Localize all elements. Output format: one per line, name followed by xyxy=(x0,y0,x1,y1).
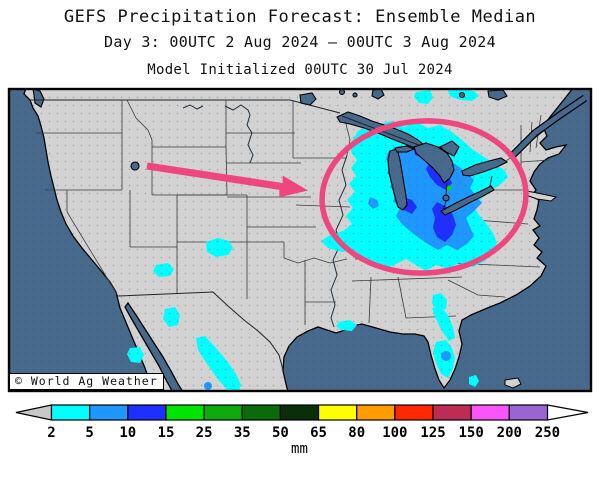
colorbar-tick-200: 200 xyxy=(497,425,522,441)
colorbar-tick-65: 65 xyxy=(310,425,327,441)
colorbar-tick-125: 125 xyxy=(420,425,445,441)
colorbar-segment-15 xyxy=(165,404,205,421)
colorbar-tick-80: 80 xyxy=(348,425,365,441)
colorbar-tick-10: 10 xyxy=(119,425,136,441)
colorbar-segment-35 xyxy=(241,404,282,421)
colorbar-tick-50: 50 xyxy=(272,425,289,441)
model-init-time: Model Initialized 00UTC 30 Jul 2024 xyxy=(147,62,453,78)
colorbar-tick-150: 150 xyxy=(459,425,484,441)
colorbar-segment-65 xyxy=(317,404,358,421)
colorbar-right-arrow xyxy=(546,404,589,421)
colorbar-segment-5 xyxy=(89,404,129,421)
colorbar-segment-80 xyxy=(356,404,396,421)
colorbar-segment-10 xyxy=(127,404,167,421)
valid-period: Day 3: 00UTC 2 Aug 2024 — 00UTC 3 Aug 20… xyxy=(104,33,496,51)
colorbar-tick-35: 35 xyxy=(234,425,251,441)
page-title: GEFS Precipitation Forecast: Ensemble Me… xyxy=(63,7,537,27)
map-frame xyxy=(7,87,593,393)
colorbar-segment-200 xyxy=(508,404,549,421)
colorbar-tick-15: 15 xyxy=(158,425,175,441)
annotations xyxy=(146,118,529,276)
colorbar-tick-100: 100 xyxy=(382,425,407,441)
watermark: © World Ag Weather xyxy=(9,373,164,390)
arrow-annotation xyxy=(146,162,308,198)
colorbar-tick-25: 25 xyxy=(196,425,213,441)
ellipse-annotation xyxy=(319,118,529,276)
colorbar-segment-100 xyxy=(394,404,434,421)
colorbar-segment-50 xyxy=(279,404,320,421)
colorbar-tick-250: 250 xyxy=(535,425,560,441)
colorbar-segment-2 xyxy=(50,404,91,421)
colorbar-segment-25 xyxy=(203,404,243,421)
colorbar-tick-2: 2 xyxy=(47,425,55,441)
colorbar-left-arrow xyxy=(15,404,53,421)
colorbar-tick-5: 5 xyxy=(85,425,93,441)
colorbar-segment-125 xyxy=(432,404,472,421)
colorbar-unit-label: mm xyxy=(291,441,308,455)
colorbar-segment-150 xyxy=(470,404,510,421)
